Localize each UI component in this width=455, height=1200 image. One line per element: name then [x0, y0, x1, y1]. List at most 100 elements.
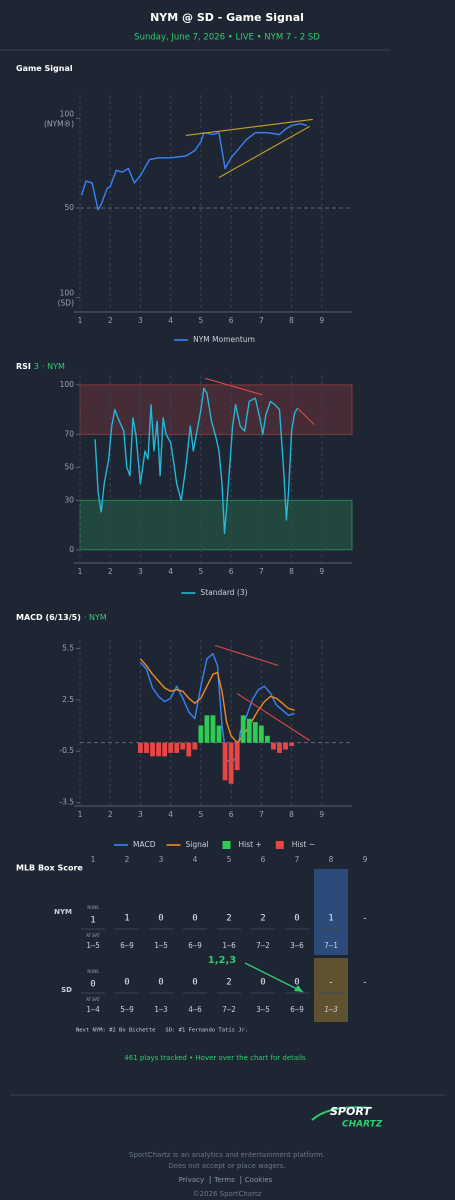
arrow-head [294, 985, 303, 992]
y-tick-label: 2.5 [62, 695, 74, 704]
y-tick-label: 70 [64, 429, 74, 438]
hist-bar [246, 718, 252, 743]
runs-value: 0 [192, 978, 197, 988]
trendline [236, 693, 310, 741]
highlight-cell [314, 869, 348, 955]
x-tick-label: 9 [319, 316, 324, 325]
y-tick-label: 30 [64, 495, 74, 504]
hist-bar [144, 742, 149, 753]
y-tick-label: -3.5 [59, 798, 74, 807]
legend-label[interactable]: MACD [133, 840, 156, 849]
inning-header: 5 [227, 855, 232, 864]
x-tick-label: 9 [319, 567, 324, 576]
legend-label[interactable]: NYM Momentum [193, 335, 255, 344]
x-tick-label: 7 [259, 810, 264, 819]
footer-link[interactable]: Privacy [179, 1176, 204, 1184]
hist-bar [240, 715, 246, 743]
hist-bar [289, 742, 294, 747]
x-tick-label: 1 [78, 810, 83, 819]
legend-swatch [275, 841, 284, 849]
chart-title-suffix: · NYM [84, 613, 107, 622]
inning-header: 4 [193, 855, 198, 864]
x-tick-label: 3 [138, 316, 143, 325]
hist-bar [277, 742, 282, 753]
y-tick-label: -0.5 [59, 746, 74, 755]
x-tick-label: 2 [108, 567, 113, 576]
series-line [94, 387, 299, 534]
series-line [139, 653, 295, 764]
footer-link[interactable]: Cookies [245, 1176, 273, 1184]
runs-value: 0 [192, 914, 197, 924]
legend-label[interactable]: Standard (3) [200, 588, 247, 597]
hist-bar [216, 725, 222, 743]
hist-bar [271, 742, 276, 750]
x-tick-label: 8 [289, 567, 294, 576]
y-sub-label: (NYM®) [44, 119, 74, 128]
y-tick-label: 100 [60, 109, 75, 118]
chart-title-suffix: · NYM [42, 362, 65, 371]
x-tick-label: 2 [108, 316, 113, 325]
chart-title-text: RSI [16, 362, 31, 371]
x-tick-label: 3 [138, 567, 143, 576]
runs-value: - [362, 914, 367, 924]
at-bat-value: 1–4 [86, 1005, 100, 1014]
runs-value: - [328, 978, 333, 988]
hist-bar [210, 715, 216, 743]
trendline [218, 125, 310, 178]
inning-header: 1 [91, 855, 96, 864]
x-tick-label: 9 [319, 810, 324, 819]
annotation: 1,2,3 [208, 955, 237, 966]
x-tick-label: 5 [198, 810, 203, 819]
brand-bottom: CHARTZ [342, 1120, 383, 1130]
at-bat-value: 1–5 [154, 941, 168, 950]
at-bat-value: 1–3 [154, 1005, 168, 1014]
inning-header: 9 [363, 855, 368, 864]
at-bat-value: 1–6 [222, 941, 236, 950]
legend: NYM Momentum [174, 335, 255, 344]
x-tick-label: 8 [289, 316, 294, 325]
y-sub-label: (SD) [58, 299, 74, 308]
footer-link[interactable]: Terms [213, 1176, 235, 1184]
brand-top: SPORT [330, 1105, 372, 1118]
hist-bar [204, 715, 210, 743]
legend-label[interactable]: Hist + [239, 840, 262, 849]
runs-value: 2 [260, 914, 265, 924]
x-tick-label: 5 [198, 316, 203, 325]
chart-title: RSI 3 · NYM [16, 362, 65, 371]
team-name: NYM [54, 908, 72, 916]
box-title: MLB Box Score [16, 864, 83, 873]
band [79, 499, 353, 551]
team-name: SD [61, 986, 72, 994]
runs-value: 0 [124, 978, 129, 988]
series-line [139, 658, 295, 744]
legend-label[interactable]: Hist − [292, 840, 315, 849]
x-tick-label: 5 [198, 567, 203, 576]
runs-value: 0 [158, 978, 163, 988]
at-bat-value: 7–2 [222, 1005, 236, 1014]
at-bat-value: 1–5 [86, 941, 100, 950]
y-tick-label: 5.5 [62, 644, 74, 653]
x-tick-label: 8 [289, 810, 294, 819]
hist-bar [180, 742, 186, 750]
y-tick-label: 0 [69, 545, 74, 554]
chart-title: Game Signal [16, 64, 73, 73]
runs-value: 1 [124, 914, 129, 924]
at-bat-value: 5–9 [120, 1005, 134, 1014]
band [79, 384, 353, 435]
runs-label: RUNS [87, 905, 99, 910]
disclaimer: Does not accept or place wagers. [168, 1162, 285, 1170]
runs-value: 1 [328, 914, 333, 924]
x-tick-label: 4 [168, 810, 173, 819]
highlight-cell [314, 958, 348, 1022]
at-bat-value: 3–5 [256, 1005, 270, 1014]
legend-label[interactable]: Signal [185, 840, 208, 849]
x-tick-label: 7 [259, 316, 264, 325]
runs-value: 1 [90, 916, 95, 926]
runs-value: 0 [90, 980, 95, 990]
y-tick-label: 100 [60, 380, 75, 389]
x-tick-label: 3 [138, 810, 143, 819]
hist-bar [156, 742, 161, 757]
chart-title: MACD (6/13/5) · NYM [16, 613, 107, 622]
